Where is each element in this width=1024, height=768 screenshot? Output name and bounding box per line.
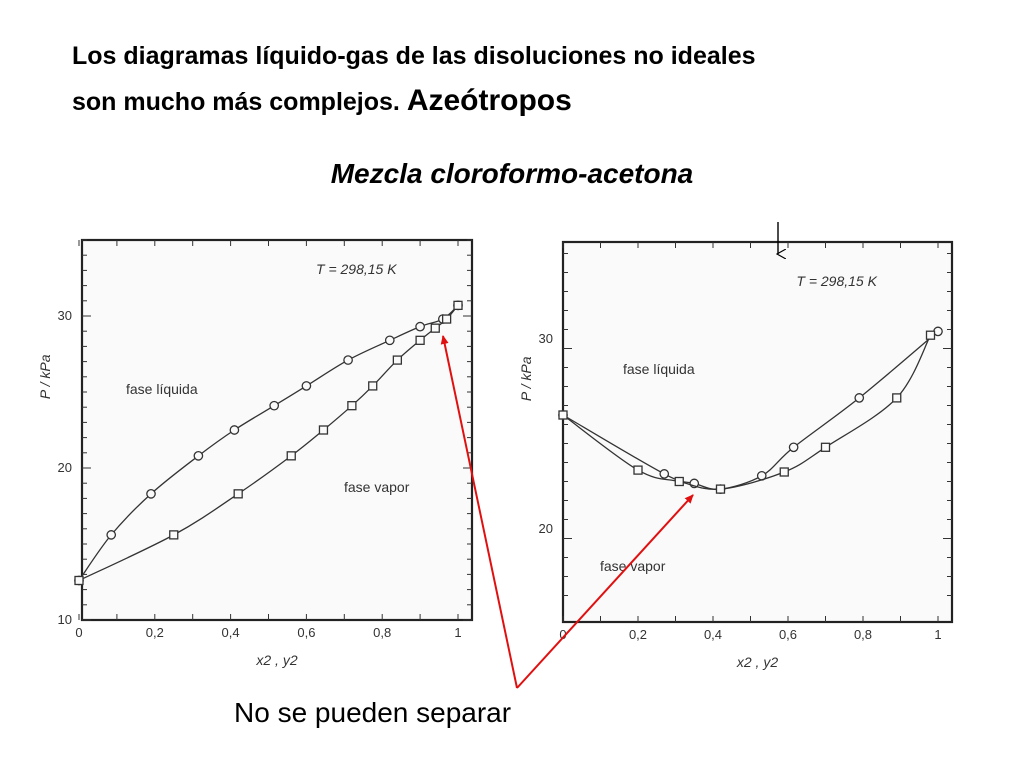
y-tick-label: 30 [539, 331, 553, 346]
caption-no-se-pueden-separar: No se pueden separar [234, 697, 512, 728]
annotation-layer [440, 222, 778, 689]
plot-frame [561, 240, 954, 624]
region-label-vapor: fase vapor [600, 558, 666, 574]
data-point-square [347, 401, 357, 411]
data-point-circle [229, 425, 240, 435]
data-point-square [892, 393, 902, 403]
page-title-line-1: Los diagramas líquido-gas de las disoluc… [72, 42, 756, 70]
data-point-square [368, 381, 378, 391]
plot-frame [80, 238, 474, 622]
x-tick-label: 1 [934, 627, 941, 642]
x-tick-label: 0,2 [146, 625, 164, 640]
data-point-circle [788, 442, 799, 453]
x-tick-label: 0,2 [629, 627, 647, 642]
x-tick-label: 1 [454, 625, 461, 640]
x-axis-label: x2 , y2 [736, 654, 778, 670]
title-prefix: son mucho más complejos. [72, 88, 407, 116]
data-point-square [925, 330, 936, 340]
x-tick-label: 0,6 [297, 625, 315, 640]
chart-subtitle: Mezcla cloroformo-acetona [330, 158, 694, 189]
y-axis-label: P / kPa [37, 354, 53, 399]
data-point-square [233, 489, 243, 499]
chart-left: 0 0,2 0,4 0,6 0,8 1 10 20 30 x2 , y2 P / kPa T = 29… [37, 238, 474, 668]
data-point-square [74, 575, 84, 586]
data-point-circle [415, 321, 425, 332]
arrow-left-azeotrope [440, 335, 518, 689]
data-point-square [820, 442, 831, 452]
data-point-circle [193, 450, 204, 461]
y-tick-label: 20 [539, 521, 553, 536]
y-axis-label: P / kPa [518, 356, 534, 401]
data-point-square [415, 335, 425, 345]
data-point-square [453, 300, 463, 311]
data-point-square [558, 410, 568, 420]
data-point-square [779, 467, 789, 477]
data-point-circle [854, 393, 865, 403]
data-point-square [441, 314, 452, 324]
data-point-circle [659, 469, 670, 479]
region-label-liquid: fase líquida [126, 381, 198, 397]
data-point-circle [146, 488, 156, 499]
data-point-square [318, 425, 329, 435]
data-point-square [392, 355, 403, 365]
region-label-liquid: fase líquida [623, 361, 695, 377]
x-tick-label: 0,4 [704, 627, 722, 642]
x-tick-label: 0,8 [373, 625, 391, 640]
data-point-square [286, 451, 296, 461]
data-point-circle [343, 355, 353, 365]
data-point-circle [301, 381, 312, 391]
arrow-right-azeotrope [516, 494, 694, 689]
data-point-square [715, 484, 726, 494]
region-label-vapor: fase vapor [344, 479, 410, 495]
title-emphasis: Azeótropos [406, 84, 572, 117]
data-point-square [633, 465, 643, 475]
chart-right: 0 0,2 0,4 0,6 0,8 1 20 30 x2 , y2 P / kPa T = 298,… [518, 240, 954, 670]
x-tick-label: 0 [559, 627, 566, 642]
temperature-annotation: T = 298,15 K [796, 273, 877, 289]
data-point-circle [384, 335, 395, 346]
x-tick-label: 0,8 [854, 627, 872, 642]
data-point-square [169, 530, 179, 540]
x-axis-label: x2 , y2 [255, 652, 297, 668]
temperature-annotation: T = 298,15 K [316, 261, 397, 277]
y-tick-label: 10 [58, 612, 72, 627]
data-point-square [430, 323, 440, 333]
x-tick-label: 0,4 [222, 625, 240, 640]
data-point-circle [106, 530, 117, 540]
data-point-circle [269, 400, 280, 411]
page-title-line-2: son mucho más complejos. Azeótropos [72, 84, 572, 118]
data-point-square [674, 476, 684, 487]
y-tick-label: 20 [58, 460, 72, 475]
x-tick-label: 0 [75, 625, 82, 640]
y-tick-label: 30 [58, 308, 72, 323]
x-tick-label: 0,6 [779, 627, 797, 642]
